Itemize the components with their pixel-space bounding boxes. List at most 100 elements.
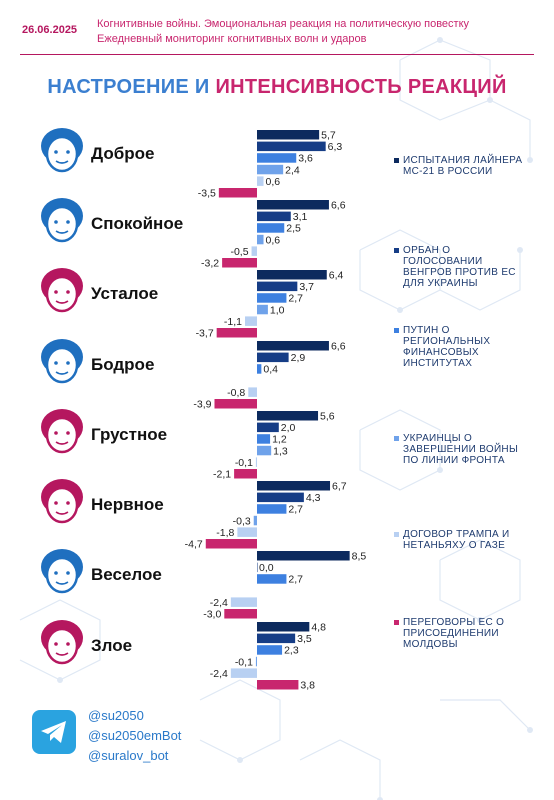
footer-handle-2[interactable]: @su2050emBot (88, 728, 182, 743)
bar-s6-g2 (222, 258, 257, 268)
data-label-s5-g7: -2,4 (210, 597, 228, 609)
bar-s5-g4 (248, 387, 257, 397)
face-icon-2 (41, 198, 83, 243)
data-label-s6-g1: -3,5 (198, 188, 216, 200)
data-label-s5-g1: 0,6 (266, 176, 281, 188)
legend-label-6: ПЕРЕГОВОРЫ ЕС О ПРИСОЕДИНЕНИИ МОЛДОВЫ (403, 617, 505, 650)
data-label-s1-g6: 6,7 (332, 481, 347, 493)
face-icon-7 (41, 549, 83, 594)
bar-s6-g4 (214, 399, 257, 409)
legend-swatch-2 (394, 248, 399, 253)
data-label-s3-g7: 2,7 (288, 574, 303, 586)
legend-item-2: ОРБАН О ГОЛОСОВАНИИ ВЕНГРОВ ПРОТИВ ЕС ДЛ… (394, 245, 523, 289)
bar-s3-g2 (257, 223, 285, 233)
data-label-s6-g4: -3,9 (193, 399, 211, 411)
data-label-s3-g6: 2,7 (288, 504, 303, 516)
data-label-s2-g5: 2,0 (281, 422, 296, 434)
data-label-s2-g6: 4,3 (306, 492, 321, 504)
bar-s5-g1 (257, 176, 264, 186)
category-label-6: Нервное (91, 495, 164, 514)
data-label-s1-g7: 8,5 (352, 551, 367, 563)
bar-s5-g3 (245, 316, 257, 326)
bar-s4-g8 (255, 656, 257, 667)
category-label-7: Веселое (91, 565, 162, 584)
data-label-s2-g8: 3,5 (297, 633, 312, 645)
data-label-s4-g3: 1,0 (270, 304, 285, 316)
data-label-s1-g5: 5,6 (320, 411, 335, 423)
data-label-s5-g5: -0,1 (235, 457, 253, 469)
data-label-s6-g3: -3,7 (196, 328, 214, 340)
bar-s4-g1 (257, 164, 284, 175)
bar-s4-g5 (257, 445, 272, 456)
bar-s1-g1 (257, 130, 320, 140)
header-subtitle-2: Ежедневный мониторинг когнитивных волн и… (97, 33, 367, 45)
legend-swatch-5 (394, 532, 399, 537)
data-label-s5-g8: -2,4 (210, 668, 228, 680)
bar-s4-g2 (257, 234, 264, 245)
bar-s4-g3 (257, 304, 268, 315)
bar-s5-g8 (230, 668, 257, 678)
data-label-s3-g3: 2,7 (288, 293, 303, 305)
data-label-s6-g2: -3,2 (201, 258, 219, 270)
chart-title: НАСТРОЕНИЕ И ИНТЕНСИВНОСТЬ РЕАКЦИЙ (0, 76, 554, 99)
data-label-s6-g7: -3,0 (203, 609, 221, 621)
data-label-s3-g8: 2,3 (284, 645, 299, 657)
face-icon-5 (41, 409, 83, 454)
data-label-s2-g2: 3,1 (293, 211, 308, 223)
header-subtitle-1: Когнитивные войны. Эмоциональная реакция… (97, 18, 470, 30)
bar-s6-g5 (234, 469, 257, 479)
data-label-s6-g8: 3,8 (300, 680, 315, 692)
bar-s3-g7 (257, 574, 287, 584)
bar-s2-g2 (257, 211, 291, 222)
data-label-s3-g1: 3,6 (298, 153, 313, 165)
bar-s4-g6 (253, 515, 257, 526)
legend-item-6: ПЕРЕГОВОРЫ ЕС О ПРИСОЕДИНЕНИИ МОЛДОВЫ (394, 617, 523, 650)
bar-s1-g4 (257, 341, 329, 351)
bar-s1-g5 (257, 411, 319, 421)
face-icon-6 (41, 479, 83, 524)
bar-s6-g8 (257, 680, 299, 690)
face-icon-1 (41, 128, 83, 173)
bar-s2-g4 (257, 352, 289, 363)
data-label-s1-g4: 6,6 (331, 341, 346, 353)
data-label-s4-g8: -0,1 (235, 656, 253, 668)
chart-title-part1: НАСТРОЕНИЕ И (47, 76, 216, 98)
category-label-3: Усталое (91, 284, 158, 303)
bar-s1-g3 (257, 270, 327, 280)
bar-s3-g5 (257, 434, 271, 444)
header: 26.06.2025 Когнитивные войны. Эмоциональ… (0, 0, 554, 60)
legend-item-3: ПУТИН О РЕГИОНАЛЬНЫХ ФИНАНСОВЫХ ИНСТИТУТ… (394, 325, 523, 369)
legend-label-1: ИСПЫТАНИЯ ЛАЙНЕРА МС-21 В РОССИИ (403, 155, 523, 177)
bar-s3-g8 (257, 645, 283, 655)
legend-label-2: ОРБАН О ГОЛОСОВАНИИ ВЕНГРОВ ПРОТИВ ЕС ДЛ… (403, 245, 516, 289)
data-label-s1-g1: 5,7 (321, 130, 336, 142)
footer-handle-1[interactable]: @su2050 (88, 708, 144, 723)
data-label-s3-g5: 1,2 (272, 434, 287, 446)
legend-label-4: УКРАИНЦЫ О ЗАВЕРШЕНИИ ВОЙНЫ ПО ЛИНИИ ФРО… (403, 433, 519, 466)
bar-s1-g6 (257, 481, 331, 491)
legend-swatch-3 (394, 328, 399, 333)
legend-item-4: УКРАИНЦЫ О ЗАВЕРШЕНИИ ВОЙНЫ ПО ЛИНИИ ФРО… (394, 433, 523, 466)
legend-item-5: ДОГОВОР ТРАМПА И НЕТАНЬЯХУ О ГАЗЕ (394, 529, 523, 551)
data-label-s4-g5: 1,3 (273, 445, 288, 457)
data-label-s1-g3: 6,4 (329, 270, 344, 282)
bar-s2-g6 (257, 492, 304, 503)
bar-s1-g7 (257, 551, 350, 561)
bar-s5-g2 (251, 246, 257, 256)
category-label-5: Грустное (91, 425, 167, 444)
data-label-s3-g2: 2,5 (286, 223, 301, 235)
category-label-2: Спокойное (91, 214, 183, 233)
footer-handle-3[interactable]: @suralov_bot (88, 748, 169, 763)
data-label-s2-g1: 6,3 (328, 141, 343, 153)
bar-s2-g5 (257, 422, 279, 433)
bar-s6-g6 (205, 539, 257, 549)
data-label-s4-g6: -0,3 (233, 515, 251, 527)
data-label-s3-g4: 0,4 (263, 364, 278, 376)
bar-s6-g1 (218, 188, 257, 198)
bar-s3-g3 (257, 293, 287, 303)
data-label-s4-g2: 0,6 (266, 234, 281, 246)
bar-s2-g8 (257, 633, 296, 644)
bar-s5-g7 (230, 597, 257, 607)
